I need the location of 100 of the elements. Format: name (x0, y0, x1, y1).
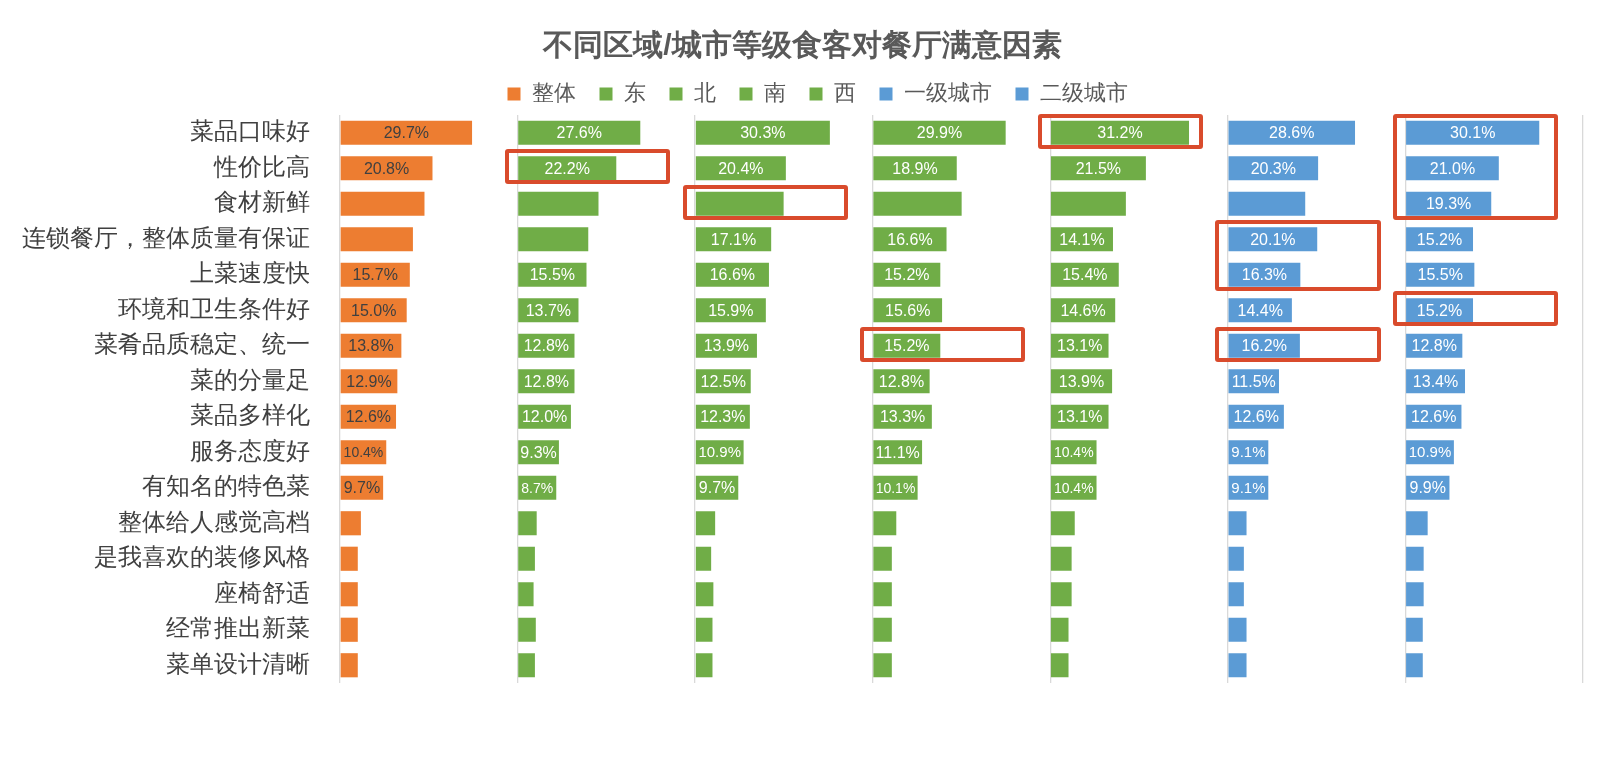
bar (873, 582, 892, 607)
bar (340, 120, 473, 145)
legend-label: 整体 (531, 79, 576, 105)
bar (873, 617, 892, 642)
bar (518, 120, 641, 145)
bar (1050, 617, 1069, 642)
bar (1228, 546, 1244, 571)
data-label: 13.4% (1412, 372, 1459, 390)
y-tick-label: 菜的分量足 (190, 366, 310, 393)
y-tick-label: 菜单设计清晰 (166, 650, 310, 677)
y-tick-label: 上菜速度快 (190, 260, 310, 287)
bar (518, 511, 537, 536)
data-label: 12.5% (700, 372, 746, 390)
y-tick-label: 服务态度好 (190, 437, 310, 464)
bar (695, 511, 716, 536)
data-label: 12.9% (346, 372, 392, 390)
bar (873, 546, 892, 571)
bar (695, 191, 784, 216)
bar (1050, 511, 1075, 536)
bar (518, 546, 535, 571)
data-label: 13.8% (348, 337, 394, 355)
data-label: 16.3% (1241, 266, 1288, 284)
data-label: 17.1% (710, 230, 757, 248)
y-tick-label: 菜肴品质稳定、统一 (94, 331, 310, 358)
data-label: 16.2% (1241, 337, 1287, 355)
data-label: 13.7% (525, 301, 572, 319)
bar (1406, 546, 1424, 571)
data-label: 12.0% (521, 408, 568, 426)
data-label: 9.9% (1409, 479, 1446, 497)
data-label: 8.7% (521, 479, 554, 496)
data-label: 16.6% (709, 266, 756, 284)
legend-label: 北 (693, 79, 716, 105)
data-label: 12.6% (345, 408, 392, 426)
data-label: 29.7% (383, 124, 430, 142)
data-label: 13.1% (1057, 337, 1103, 355)
data-label: 10.4% (1053, 444, 1094, 461)
data-label: 14.6% (1060, 301, 1106, 319)
bar (1228, 582, 1244, 607)
data-label: 9.7% (698, 479, 736, 497)
bar (1228, 617, 1247, 642)
bar (873, 653, 892, 678)
bar (1050, 653, 1069, 678)
data-label: 29.9% (916, 124, 963, 142)
data-label: 12.8% (1411, 337, 1457, 355)
data-label: 15.0% (350, 301, 397, 319)
data-label: 28.6% (1269, 124, 1315, 142)
bar (340, 191, 425, 216)
text: 不同区域/城市等级食客对餐厅满意因素 (543, 27, 1062, 63)
data-label: 12.6% (1411, 408, 1457, 426)
data-label: 31.2% (1097, 124, 1143, 142)
data-label: 14.1% (1059, 230, 1105, 248)
bar (1228, 653, 1247, 678)
bar (695, 120, 830, 145)
data-label: 12.3% (700, 408, 746, 426)
y-tick-label: 环境和卫生条件好 (118, 295, 310, 322)
bar (1050, 546, 1072, 571)
bar (1406, 617, 1423, 642)
y-tick-label: 连锁餐厅，整体质量有保证 (22, 224, 310, 251)
data-label: 9.1% (1231, 478, 1266, 496)
data-label: 20.8% (363, 159, 410, 177)
data-label: 10.1% (875, 479, 916, 496)
legend-label: 南 (763, 79, 786, 105)
legend-label: 一级城市 (903, 79, 992, 105)
data-label: 20.3% (1250, 159, 1296, 177)
legend-label: 东 (623, 79, 646, 105)
y-tick-label: 座椅舒适 (214, 579, 310, 606)
data-label: 12.8% (878, 372, 925, 390)
data-label: 22.2% (544, 159, 590, 177)
data-label: 13.9% (1058, 372, 1105, 390)
bar (1406, 120, 1540, 145)
data-label: 10.4% (1053, 479, 1094, 496)
data-label: 12.8% (523, 337, 570, 355)
bar (1406, 582, 1424, 607)
bar (695, 582, 714, 607)
bar (340, 617, 358, 642)
bar (695, 546, 712, 571)
data-label: 21.5% (1075, 159, 1122, 177)
y-tick-label: 菜品多样化 (190, 402, 310, 429)
data-label: 10.9% (1408, 443, 1452, 461)
bar (340, 582, 358, 607)
data-label: 21.0% (1429, 159, 1476, 177)
bar (518, 653, 535, 678)
data-label: 15.5% (529, 266, 576, 284)
bar (1228, 511, 1247, 536)
data-label: 15.2% (884, 266, 930, 284)
legend-label: 二级城市 (1039, 79, 1128, 105)
data-label: 18.9% (892, 159, 938, 177)
data-label: 13.3% (879, 408, 926, 426)
data-label: 12.6% (1233, 408, 1279, 426)
bar (518, 617, 536, 642)
bar (1050, 191, 1126, 216)
data-label: 15.9% (708, 301, 754, 319)
data-label: 10.9% (698, 443, 741, 461)
data-label: 15.2% (1416, 230, 1463, 248)
data-label: 15.4% (1062, 266, 1108, 284)
bar (873, 191, 962, 216)
bar (518, 227, 589, 252)
data-label: 15.7% (352, 266, 398, 284)
bar (518, 191, 599, 216)
data-label: 14.4% (1237, 301, 1283, 319)
